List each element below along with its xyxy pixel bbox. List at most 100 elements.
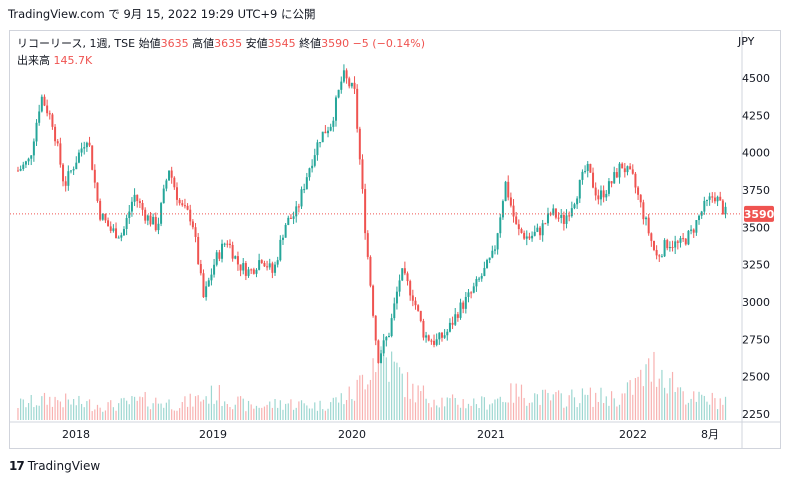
candle-body xyxy=(56,141,59,144)
volume-bar xyxy=(224,401,226,420)
volume-bar xyxy=(364,389,366,420)
candle-body xyxy=(690,229,693,231)
candle-body xyxy=(554,208,557,218)
volume-bar xyxy=(160,403,162,420)
high-label: 高値 xyxy=(192,37,215,50)
y-tick-label: 3500 xyxy=(742,221,770,234)
volume-bar xyxy=(33,407,35,420)
x-tick-label: 8月 xyxy=(701,428,719,441)
volume-bar xyxy=(398,367,401,420)
volume-bar xyxy=(711,392,713,420)
volume-bar xyxy=(483,397,485,420)
candle-body xyxy=(361,159,364,190)
y-tick-label: 4250 xyxy=(742,109,770,122)
volume-bar xyxy=(46,404,48,420)
candle-body xyxy=(91,145,94,170)
volume-bar xyxy=(417,385,419,420)
volume-bar xyxy=(624,393,626,420)
volume-bar xyxy=(502,401,504,420)
candle-body xyxy=(414,300,417,306)
candle-body xyxy=(374,315,377,341)
candle-body xyxy=(613,172,616,184)
volume-bar xyxy=(677,387,679,420)
volume-bar xyxy=(245,411,247,420)
volume-bar xyxy=(176,410,178,420)
volume-bar xyxy=(690,398,692,420)
volume-bar xyxy=(324,410,326,420)
volume-bar xyxy=(608,405,610,420)
candle-body xyxy=(157,223,160,231)
volume-bar xyxy=(555,391,557,420)
volume-bar xyxy=(232,409,234,420)
x-tick-label: 2021 xyxy=(477,428,505,441)
volume-bar xyxy=(701,394,703,420)
candle-body xyxy=(382,340,385,354)
candle-body xyxy=(552,208,555,215)
candle-body xyxy=(313,155,316,166)
volume-bar xyxy=(110,400,112,420)
volume-bar xyxy=(682,391,684,420)
candle-body xyxy=(175,187,178,200)
candle-body xyxy=(173,177,176,188)
volume-bar xyxy=(189,393,191,420)
candle-body xyxy=(120,235,123,238)
volume-bar xyxy=(173,410,175,420)
volume-bar xyxy=(656,386,658,420)
volume-bar xyxy=(626,382,629,420)
candle-body xyxy=(478,278,481,280)
candle-body xyxy=(586,163,589,171)
volume-bar xyxy=(266,404,268,420)
candle-body xyxy=(448,322,451,332)
candle-body xyxy=(708,196,711,200)
candle-body xyxy=(417,305,420,311)
volume-bar xyxy=(38,405,40,420)
volume-bar xyxy=(610,391,613,420)
volume-bar xyxy=(80,403,83,420)
volume-bar xyxy=(589,387,591,420)
candle-body xyxy=(623,168,626,173)
candle-body xyxy=(610,181,613,184)
candle-body xyxy=(260,260,263,263)
volume-bar xyxy=(35,405,38,420)
candle-body xyxy=(311,165,314,169)
candle-body xyxy=(125,217,128,229)
candle-body xyxy=(144,209,147,221)
volume-bar xyxy=(425,398,427,420)
volume-bar xyxy=(563,407,565,420)
volume-bar xyxy=(396,362,398,420)
candle-body xyxy=(581,171,584,180)
candle-body xyxy=(531,235,534,239)
volume-bar xyxy=(438,407,440,420)
volume-bar xyxy=(428,403,430,420)
candle-body xyxy=(38,111,41,123)
candle-body xyxy=(30,155,33,159)
candle-body xyxy=(520,229,523,233)
chart-frame[interactable] xyxy=(9,30,781,449)
volume-bar xyxy=(287,403,289,420)
volume-bar xyxy=(451,394,454,420)
volume-bar xyxy=(269,401,271,420)
candle-body xyxy=(109,226,112,231)
candle-body xyxy=(713,197,716,202)
volume-bar xyxy=(377,343,379,420)
candle-body xyxy=(271,263,274,273)
volume-bar xyxy=(512,402,515,420)
candle-body xyxy=(615,172,618,178)
candle-body xyxy=(321,131,324,143)
candle-body xyxy=(637,187,640,195)
candle-body xyxy=(385,336,388,341)
candle-body xyxy=(234,256,237,259)
volume-bar xyxy=(274,399,276,420)
volume-bar xyxy=(507,402,509,420)
volume-bar xyxy=(409,398,411,420)
low-label: 安値 xyxy=(245,37,268,50)
candle-body xyxy=(149,215,152,225)
candle-body xyxy=(35,122,38,142)
volume-bar xyxy=(613,398,615,420)
volume-bar xyxy=(515,383,517,420)
volume-bar xyxy=(504,402,507,420)
volume-bar xyxy=(648,358,650,420)
tradingview-brand[interactable]: 17 TradingView xyxy=(9,459,100,473)
volume-bar xyxy=(311,408,313,420)
